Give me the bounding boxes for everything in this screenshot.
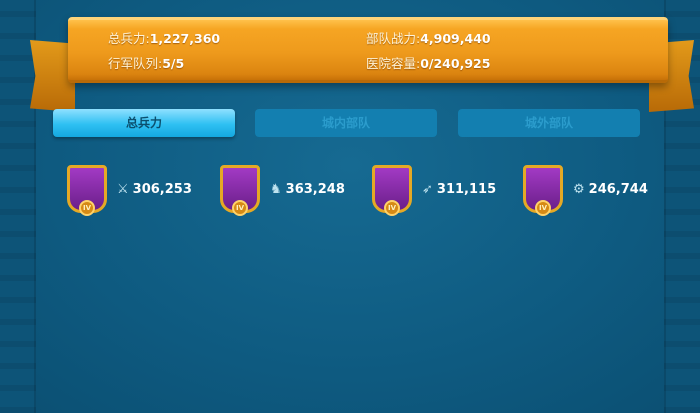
- banner-ribbon-left: [30, 40, 75, 112]
- march-queue-stat: 行军队列:5/5: [108, 53, 184, 72]
- unit-archer[interactable]: IV ➶ 311,115: [372, 164, 497, 216]
- label: 总兵力:: [108, 31, 150, 46]
- archer-portrait: IV: [372, 165, 412, 216]
- value: 4,909,440: [420, 31, 491, 46]
- catapult-icon: ⚙: [573, 181, 585, 197]
- unit-count: 363,248: [285, 181, 345, 197]
- unit-count: 246,744: [588, 181, 648, 197]
- infantry-portrait: IV: [67, 165, 107, 216]
- unit-count: 311,115: [436, 181, 497, 197]
- tier-badge: IV: [384, 200, 400, 216]
- tab-outside-troops[interactable]: 城外部队: [458, 109, 640, 137]
- tab-total-troops[interactable]: 总兵力: [53, 109, 235, 137]
- tier-badge: IV: [535, 200, 551, 216]
- horse-icon: ♞: [270, 181, 282, 197]
- label: 医院容量:: [366, 56, 421, 71]
- sword-icon: ⚔: [117, 181, 129, 197]
- left-border-pattern: [0, 0, 36, 413]
- hospital-capacity-stat: 医院容量:0/240,925: [366, 53, 490, 72]
- value: 0/240,925: [420, 56, 491, 71]
- unit-siege[interactable]: IV ⚙ 246,744: [523, 164, 648, 216]
- cavalry-portrait: IV: [220, 165, 260, 216]
- unit-count: 306,253: [132, 181, 192, 197]
- unit-infantry[interactable]: IV ⚔ 306,253: [67, 164, 192, 216]
- tier-badge: IV: [79, 200, 95, 216]
- value: 5/5: [162, 56, 185, 71]
- label: 行军队列:: [108, 56, 163, 71]
- siege-portrait: IV: [523, 165, 563, 216]
- tab-in-city-troops[interactable]: 城内部队: [255, 109, 437, 137]
- bow-icon: ➶: [422, 181, 433, 197]
- troop-power-stat: 部队战力:4,909,440: [366, 28, 491, 47]
- value: 1,227,360: [149, 31, 221, 46]
- tier-badge: IV: [232, 200, 248, 216]
- unit-cavalry[interactable]: IV ♞ 363,248: [220, 164, 345, 216]
- label: 部队战力:: [366, 31, 421, 46]
- total-troops-stat: 总兵力:1,227,360: [108, 28, 220, 47]
- summary-banner: 总兵力:1,227,360 部队战力:4,909,440 行军队列:5/5 医院…: [68, 17, 668, 83]
